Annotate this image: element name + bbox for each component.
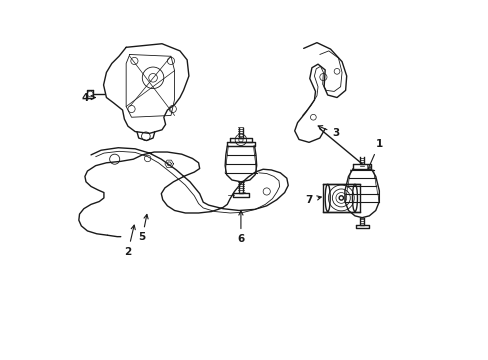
Text: 7: 7 [305, 195, 321, 205]
Text: 4: 4 [81, 93, 95, 103]
Text: 6: 6 [237, 211, 244, 244]
Text: 5: 5 [139, 215, 148, 242]
Text: 3: 3 [318, 126, 339, 138]
Text: 1: 1 [367, 139, 382, 169]
Text: 2: 2 [124, 225, 135, 257]
